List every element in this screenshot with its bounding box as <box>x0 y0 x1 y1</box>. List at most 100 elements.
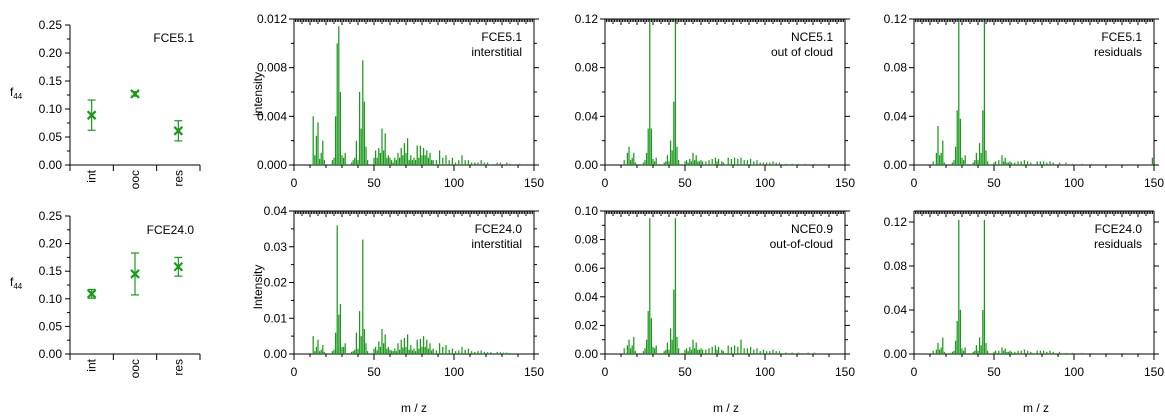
ms-plot-ms-r2c1: 0 50 100 150 0.00 0.01 0.02 0.03 0.04 FCE24.0inte… <box>264 204 545 379</box>
ms-peak-bar <box>362 60 364 165</box>
ms-y-tick-label: 0.012 <box>257 12 287 26</box>
ms-peak-bar <box>998 350 1000 354</box>
ms-peak-bar <box>690 349 693 354</box>
ms-peak-bar <box>363 328 366 354</box>
ms-peak-bar <box>1039 350 1042 354</box>
ms-peak-bar <box>1004 348 1006 354</box>
ms-peak-bar <box>937 343 939 354</box>
ms-peak-bar <box>518 353 521 354</box>
ms-peak-bar <box>733 157 736 165</box>
ms-y-tick-label: 0.00 <box>884 347 908 361</box>
ms-peak-bar <box>759 162 761 165</box>
ms-x-tick-label: 150 <box>835 365 855 379</box>
ms-peak-bar <box>631 157 633 165</box>
ms-peak-bar <box>339 303 342 354</box>
ms-peak-bar <box>980 152 982 165</box>
ms-peak-bar <box>344 343 346 354</box>
f44-y-tick-label: 0.15 <box>39 74 63 88</box>
ms-y-tick-label: 0.02 <box>264 276 288 290</box>
ms-peak-bar <box>464 160 466 165</box>
ms-peak-bar <box>384 334 386 354</box>
ms-peak-bar <box>414 351 417 354</box>
ms-y-tick-label: 0.04 <box>884 109 908 123</box>
ms-peak-bar <box>435 160 438 165</box>
ms-y-tick-label: 0.00 <box>575 347 599 361</box>
ms-peak-bar <box>765 351 768 354</box>
ms-peak-bar <box>416 145 418 165</box>
ms-peak-bar <box>1026 350 1029 354</box>
ms-peak-bar <box>424 346 426 354</box>
ms-peak-bar <box>698 161 701 165</box>
f44-y-tick-label: 0.00 <box>39 158 63 172</box>
ms-peak-bar <box>435 350 438 354</box>
ms-annotation-sample: FCE5.1 <box>1101 30 1142 44</box>
ms-peak-bar <box>315 135 318 165</box>
f44-y-tick-label: 0.05 <box>39 130 63 144</box>
ms-peak-bar <box>708 160 710 165</box>
ms-plot-ms-r1c1: 0 50 100 150 0.000 0.004 0.008 0.012 FCE5.1inter… <box>257 12 544 190</box>
ms-peak-bar <box>958 21 960 165</box>
ms-peak-bar <box>454 351 457 354</box>
ms-peak-bar <box>676 336 678 354</box>
ms-peak-bar <box>769 351 771 354</box>
ms-x-tick-label: 100 <box>1064 365 1084 379</box>
ms-peak-bar <box>983 21 986 165</box>
ms-peak-bar <box>1065 162 1067 165</box>
f44-point <box>86 110 97 120</box>
ms-peak-bar <box>743 348 745 354</box>
ms-peak-bar <box>318 351 321 354</box>
ms-peak-bar <box>430 160 433 165</box>
ms-peak-bar <box>315 346 318 354</box>
ms-peak-bar <box>986 350 989 354</box>
ms-peak-bar <box>376 157 378 165</box>
ms-peak-bar <box>982 310 984 354</box>
f44-y-tick-label: 0.25 <box>39 18 63 32</box>
ms-peak-bar <box>397 343 399 354</box>
ms-peak-bar <box>421 346 423 354</box>
intensity-axis-label-row1: intensity <box>251 72 265 116</box>
ms-peak-bar <box>366 351 369 354</box>
ms-peak-bar <box>1007 351 1010 354</box>
ms-peak-bar <box>424 155 426 165</box>
ms-peak-bar <box>366 160 369 165</box>
ms-y-tick-label: 0.04 <box>575 290 599 304</box>
ms-peak-bar <box>982 110 984 165</box>
ms-peak-bar <box>374 346 377 354</box>
ms-peak-bar <box>467 160 470 165</box>
ms-peak-bar <box>650 128 653 165</box>
ms-peak-bar <box>363 101 366 165</box>
ms-peak-bar <box>378 147 380 165</box>
ms-peak-bar <box>765 162 768 165</box>
ms-peak-bar <box>687 162 689 165</box>
ms-peak-bar <box>357 348 359 354</box>
ms-peak-bar <box>665 161 667 165</box>
ms-peak-bar <box>448 349 450 354</box>
ms-peak-bar <box>652 158 654 165</box>
ms-peak-bar <box>775 162 777 165</box>
ms-peak-bar <box>336 225 338 354</box>
ms-peak-bar <box>998 160 1000 165</box>
ms-peak-bar <box>669 140 672 165</box>
ms-peak-bar <box>743 160 745 165</box>
ms-x-tick-label: 100 <box>755 365 775 379</box>
ms-peak-bar <box>993 162 995 165</box>
ms-annotation-type: interstitial <box>471 45 522 59</box>
ms-peak-bar <box>1052 162 1054 165</box>
ms-peak-bar <box>791 352 793 354</box>
ms-peak-bar <box>357 160 359 165</box>
ms-peak-bar <box>938 155 941 165</box>
ms-peak-bar <box>392 162 394 165</box>
ms-peak-bar <box>395 160 398 165</box>
ms-peak-bar <box>655 157 657 165</box>
ms-peak-bar <box>649 21 651 165</box>
ms-peak-bar <box>496 162 498 165</box>
ms-peak-bar <box>962 160 965 165</box>
ms-peak-bar <box>470 351 473 354</box>
ms-peak-bar <box>645 339 648 354</box>
ms-x-tick-label: 100 <box>755 176 775 190</box>
ms-peak-bar <box>676 146 678 165</box>
ms-peak-bar <box>358 92 361 165</box>
ms-peak-bar <box>1002 350 1005 354</box>
ms-peak-bar <box>474 162 476 165</box>
ms-peak-bar <box>379 346 382 354</box>
